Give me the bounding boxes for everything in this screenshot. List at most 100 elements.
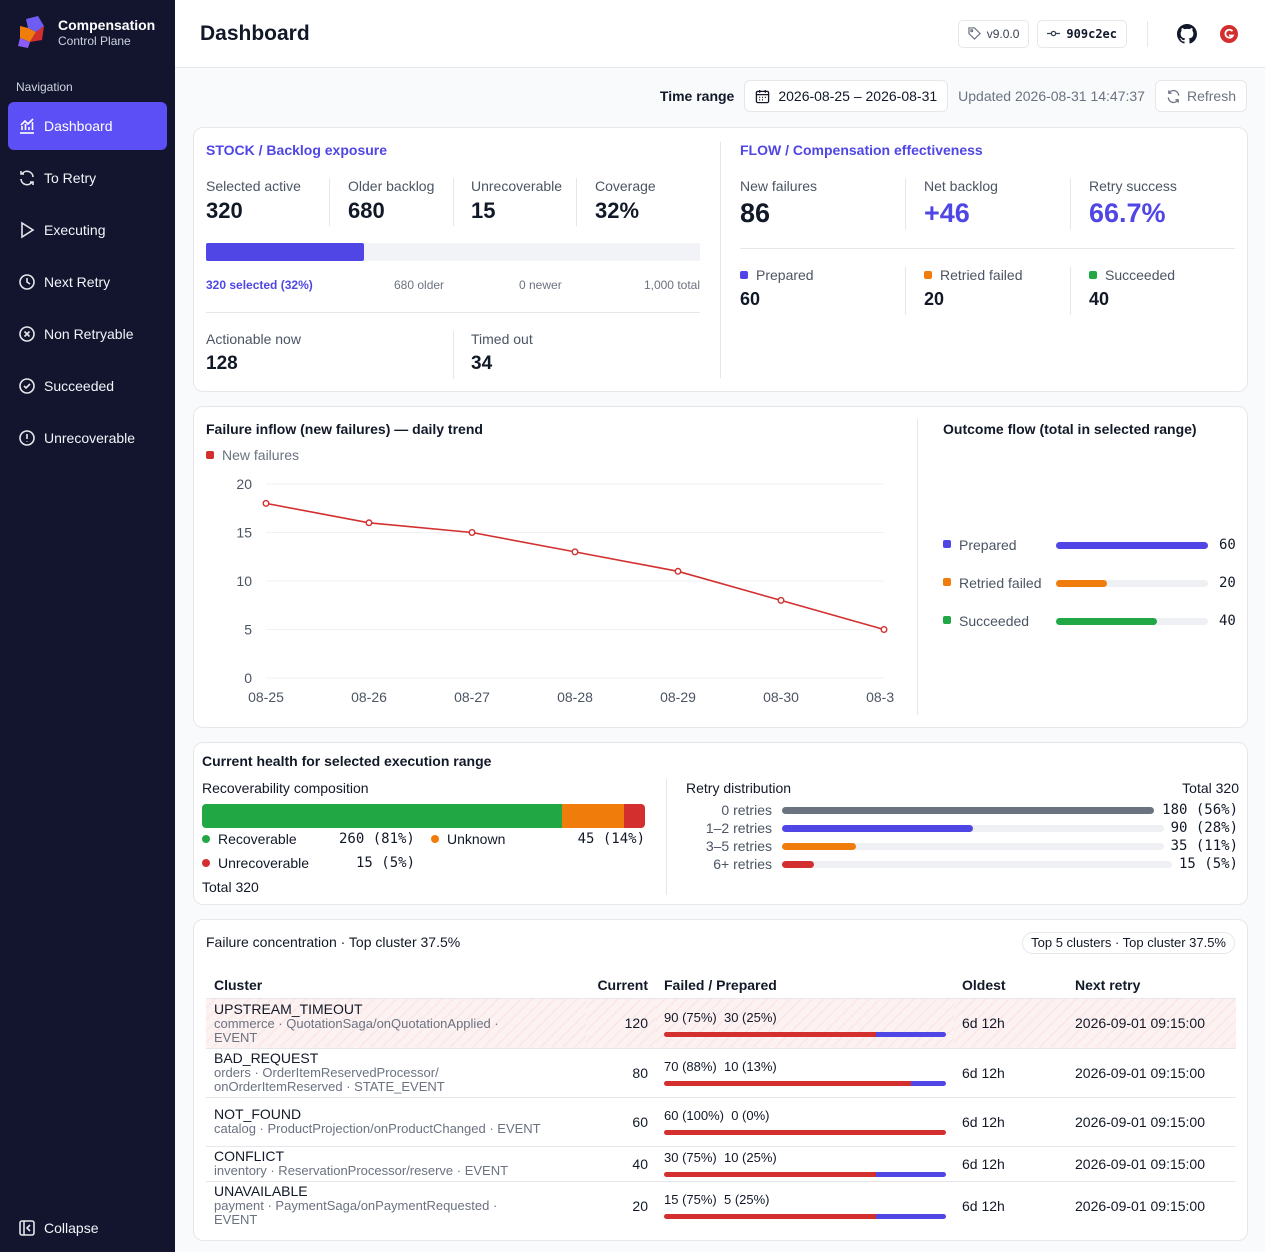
check-circle-icon — [19, 378, 35, 394]
retry-value: 90 (28%) — [1170, 820, 1238, 836]
nav-item-label: To Retry — [44, 170, 97, 186]
flow-retried-failed: Retried failed 20 — [924, 267, 1023, 310]
next-retry: 2026-09-01 09:15:00 — [1067, 1048, 1236, 1098]
user-avatar-icon[interactable] — [1218, 23, 1240, 45]
stock-flow-card: STOCK / Backlog exposure Selected active… — [193, 127, 1248, 392]
y-tick-label: 15 — [236, 525, 252, 541]
col-failed-prepared[interactable]: Failed / Prepared — [656, 972, 954, 999]
nav-item-label: Succeeded — [44, 378, 115, 394]
refresh-button[interactable]: Refresh — [1154, 80, 1247, 112]
failed-prepared-bar — [664, 1081, 946, 1086]
failed-count: 90 (75%) — [664, 1009, 717, 1025]
nav-item-to-retry[interactable]: To Retry — [8, 154, 167, 202]
commit-badge[interactable]: 909c2ec — [1037, 19, 1127, 48]
divider — [206, 312, 700, 313]
divider — [740, 248, 1235, 249]
version-badge[interactable]: v9.0.0 — [957, 19, 1030, 48]
data-point — [777, 596, 785, 604]
stat-value: 32% — [595, 198, 640, 223]
nav-item-succeeded[interactable]: Succeeded — [8, 362, 167, 410]
retry-label: 0 retries — [721, 802, 772, 818]
legend-value: 15 (5%) — [356, 855, 416, 871]
collapse-icon — [19, 1220, 35, 1236]
x-circle-icon — [19, 326, 35, 342]
health-card: Current health for selected execution ra… — [193, 742, 1248, 905]
recoverability-bar — [202, 804, 645, 828]
prepared-count: 10 (25%) — [723, 1150, 777, 1165]
outcome-label: Succeeded — [959, 613, 1030, 629]
failed-prepared-bar — [664, 1214, 946, 1220]
col-next-retry[interactable]: Next retry — [1067, 972, 1236, 999]
nav-item-unrecoverable[interactable]: Unrecoverable — [8, 414, 167, 462]
stat-value: 34 — [471, 353, 493, 374]
retry-distribution-title: Retry distribution — [686, 780, 792, 796]
nav-item-next-retry[interactable]: Next Retry — [8, 258, 167, 306]
nav-heading: Navigation — [16, 80, 73, 94]
stock-title: STOCK / Backlog exposure — [206, 142, 388, 158]
outcome-bar-track — [1056, 617, 1208, 625]
stat-unrecoverable: Unrecoverable 15 — [471, 178, 562, 224]
stat-label: New failures — [740, 178, 818, 194]
brand[interactable]: Compensation Control Plane — [0, 0, 175, 66]
play-icon — [21, 221, 35, 239]
github-icon[interactable] — [1176, 23, 1198, 45]
nav-item-executing[interactable]: Executing — [8, 206, 167, 254]
collapse-button[interactable]: Collapse — [8, 1214, 108, 1242]
table-row[interactable]: UNAVAILABLE payment · PaymentSaga/onPayme… — [206, 1181, 1236, 1230]
legend-value: 45 (14%) — [577, 831, 645, 847]
nav-item-dashboard[interactable]: Dashboard — [8, 102, 167, 150]
oldest: 6d 12h — [954, 998, 1067, 1049]
older-label: 680 older — [394, 278, 445, 292]
commit-icon — [1047, 30, 1061, 37]
prepared-bar-segment — [910, 1081, 946, 1086]
failed-bar-segment — [664, 1031, 876, 1037]
col-current[interactable]: Current — [586, 972, 656, 999]
outcome-row-retried-failed: Retried failed 20 — [943, 573, 1243, 593]
table-row[interactable]: BAD_REQUEST orders · OrderItemReservedPro… — [206, 1048, 1236, 1098]
outcome-flow: Prepared 60 Retried failed 20 Succeeded … — [943, 535, 1243, 635]
data-point — [365, 519, 373, 527]
refresh-icon — [20, 170, 34, 186]
brand-title: Compensation — [58, 17, 156, 34]
recoverability-legend: Recoverable 260 (81%) Unknown 45 (14%) U… — [202, 831, 645, 891]
coverage-bar — [206, 243, 700, 261]
collapse-label: Collapse — [44, 1220, 99, 1236]
next-retry: 2026-09-01 09:15:00 — [1067, 998, 1236, 1049]
cluster-name: UPSTREAM_TIMEOUT — [214, 1000, 363, 1017]
date-range-picker[interactable]: 2026-08-25 – 2026-08-31 — [744, 80, 949, 112]
stat-older-backlog: Older backlog 680 — [348, 178, 434, 224]
table-row[interactable]: CONFLICT inventory · ReservationProcessor… — [206, 1146, 1236, 1182]
failed-prepared-text: 60 (100%) 0 (0%) — [664, 1108, 946, 1124]
outcome-row-prepared: Prepared 60 — [943, 535, 1243, 555]
prepared-bar-segment — [875, 1214, 946, 1220]
data-point — [880, 625, 888, 633]
stat-selected-active: Selected active 320 — [206, 178, 301, 224]
data-point — [674, 567, 682, 575]
col-cluster[interactable]: Cluster — [206, 972, 586, 999]
outcome-value: 40 — [1219, 613, 1236, 629]
selected-label: 320 selected (32%) — [206, 278, 313, 292]
stat-value: 66.7% — [1089, 198, 1166, 228]
sidebar: Compensation Control Plane Navigation Da… — [0, 0, 175, 1252]
stat-label: Timed out — [471, 331, 533, 347]
section-divider — [666, 779, 667, 895]
retry-bar-track — [782, 807, 1154, 814]
data-point — [262, 499, 270, 507]
page-title: Dashboard — [200, 21, 310, 45]
table-row[interactable]: UPSTREAM_TIMEOUT commerce · QuotationSaga… — [206, 998, 1236, 1049]
coverage-bar-fill — [206, 243, 365, 261]
nav-item-label: Unrecoverable — [44, 430, 136, 446]
prepared-count: 0 (0%) — [731, 1108, 770, 1123]
stat-label: Retry success — [1089, 178, 1177, 194]
cluster-table: Cluster Current Failed / Prepared Oldest… — [206, 972, 1236, 1230]
outcome-label: Retried failed — [959, 575, 1042, 591]
retry-row: 3–5 retries 35 (11%) — [686, 838, 1246, 856]
clock-icon — [19, 274, 35, 290]
table-row[interactable]: NOT_FOUND catalog · ProductProjection/onP… — [206, 1097, 1236, 1147]
col-oldest[interactable]: Oldest — [954, 972, 1067, 999]
stat-value: 60 — [740, 289, 761, 309]
nav-item-non-retryable[interactable]: Non Retryable — [8, 310, 167, 358]
divider — [453, 178, 454, 226]
stat-label: Selected active — [206, 178, 301, 194]
cluster-subtitle: payment · PaymentSaga/onPaymentRequested… — [214, 1198, 498, 1228]
